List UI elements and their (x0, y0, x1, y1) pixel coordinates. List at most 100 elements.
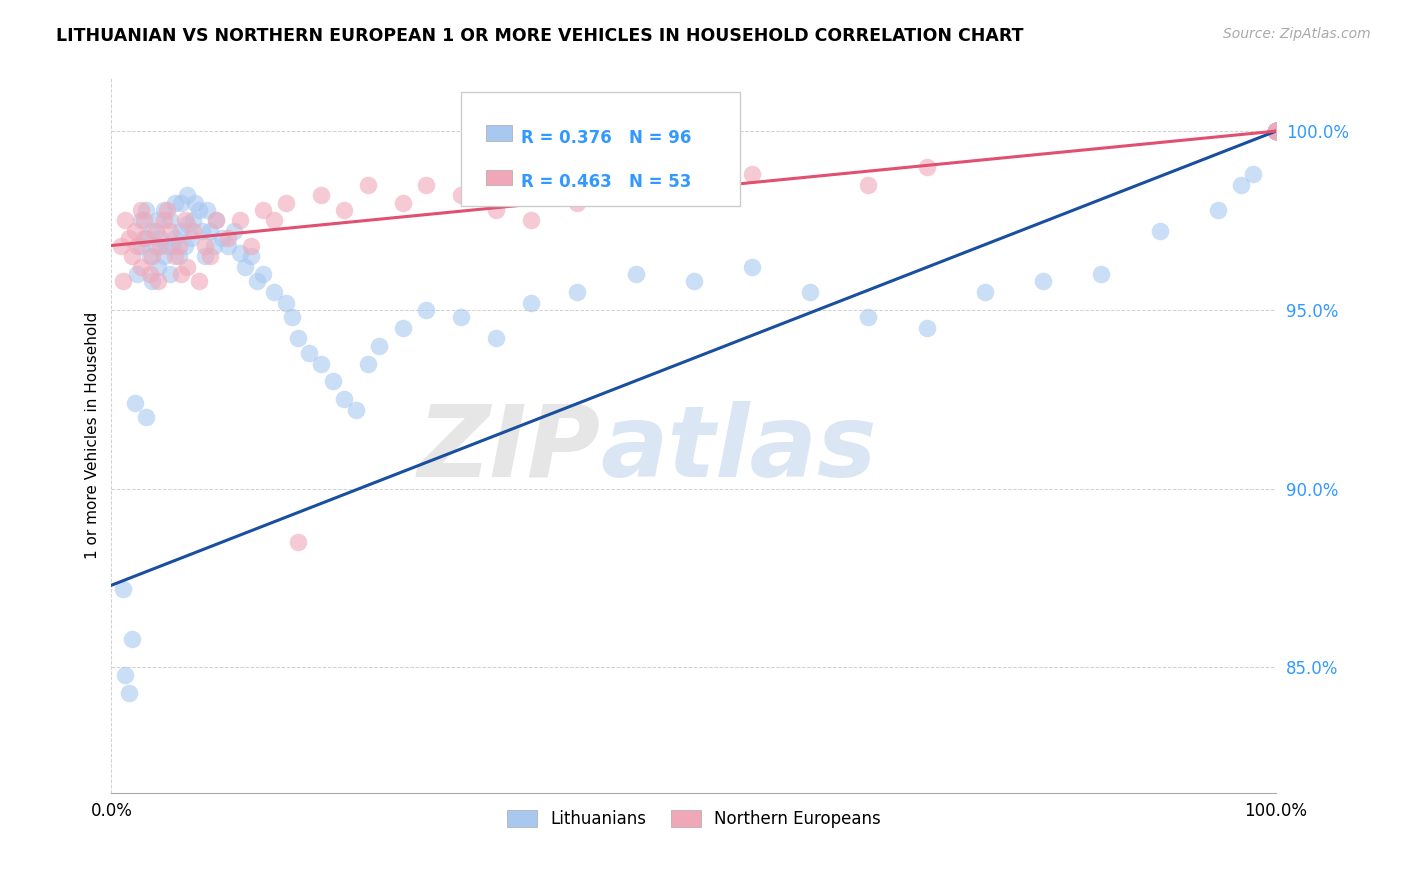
Point (228, 245, 250, 260)
Point (160, 238, 183, 252)
Point (450, 310, 472, 324)
Point (1241, 167, 1264, 181)
Point (450, 188, 472, 202)
Point (139, 267, 162, 281)
Point (274, 195, 297, 210)
Point (274, 295, 297, 310)
Point (170, 224, 193, 238)
Point (187, 274, 209, 288)
Point (1265, 124, 1288, 138)
Point (156, 238, 179, 252)
Text: atlas: atlas (600, 401, 877, 498)
Point (191, 224, 214, 238)
Point (167, 249, 190, 263)
Point (246, 274, 269, 288)
Point (181, 224, 204, 238)
Point (1265, 124, 1288, 138)
Point (287, 535, 309, 549)
Point (110, 238, 132, 252)
Point (741, 167, 763, 181)
Point (118, 231, 141, 245)
Point (252, 202, 274, 217)
Point (222, 224, 245, 238)
Point (344, 403, 367, 417)
Point (202, 238, 225, 252)
Point (146, 260, 169, 274)
Point (176, 188, 198, 202)
Point (1265, 124, 1288, 138)
Point (281, 310, 304, 324)
Point (915, 320, 938, 334)
Point (124, 396, 146, 410)
Point (263, 213, 285, 227)
Point (156, 202, 179, 217)
Point (485, 202, 508, 217)
Point (165, 249, 187, 263)
Point (287, 331, 309, 345)
Point (624, 178, 647, 192)
Point (176, 217, 198, 231)
Point (173, 213, 195, 227)
Point (194, 249, 217, 263)
Point (159, 213, 181, 227)
Point (624, 267, 647, 281)
Point (1265, 124, 1288, 138)
Point (1230, 178, 1253, 192)
Point (114, 667, 136, 681)
Point (165, 231, 187, 245)
Point (415, 178, 437, 192)
Point (129, 238, 152, 252)
Point (1265, 124, 1288, 138)
Point (211, 231, 233, 245)
Point (1032, 274, 1054, 288)
Point (121, 632, 143, 646)
Point (322, 375, 344, 389)
Point (146, 213, 169, 227)
Point (184, 195, 207, 210)
Point (519, 213, 541, 227)
Point (1265, 124, 1288, 138)
Point (200, 224, 222, 238)
Point (368, 338, 391, 352)
Point (146, 274, 169, 288)
Text: R = 0.376   N = 96: R = 0.376 N = 96 (522, 129, 692, 147)
Point (235, 260, 257, 274)
Point (415, 302, 437, 317)
Point (682, 188, 704, 202)
Point (1265, 124, 1288, 138)
Point (1090, 267, 1112, 281)
Point (176, 260, 198, 274)
Point (180, 231, 202, 245)
Point (1265, 124, 1288, 138)
Point (1265, 124, 1288, 138)
Point (567, 285, 589, 299)
Point (217, 231, 239, 245)
Point (145, 224, 167, 238)
Point (170, 267, 193, 281)
Point (165, 195, 187, 210)
Point (129, 213, 152, 227)
FancyBboxPatch shape (486, 169, 512, 186)
Point (298, 346, 321, 360)
Point (356, 357, 378, 371)
Point (567, 195, 589, 210)
Point (391, 195, 413, 210)
Text: ZIP: ZIP (418, 401, 600, 498)
Point (217, 238, 239, 252)
Point (170, 195, 193, 210)
Point (112, 274, 135, 288)
Point (519, 295, 541, 310)
Point (194, 238, 217, 252)
Point (1149, 224, 1171, 238)
Point (240, 249, 263, 263)
Point (112, 582, 135, 596)
Point (121, 249, 143, 263)
Point (252, 267, 274, 281)
Point (1265, 124, 1288, 138)
Point (173, 238, 195, 252)
Point (139, 249, 162, 263)
Point (799, 285, 821, 299)
Point (205, 213, 228, 227)
Point (333, 392, 356, 407)
Point (145, 238, 167, 252)
